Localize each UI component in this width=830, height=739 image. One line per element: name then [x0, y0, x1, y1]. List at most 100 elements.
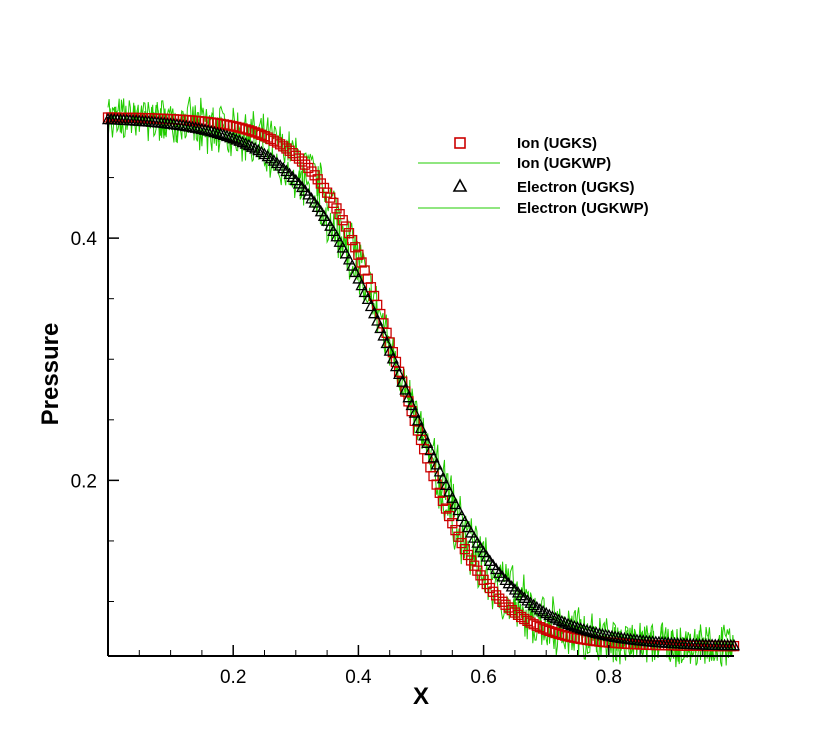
electron-ugks-point: [205, 124, 218, 137]
electron-ugks-point: [342, 252, 356, 265]
electron-ugks-point: [211, 126, 224, 139]
electron-ugks-point: [383, 344, 396, 356]
electron-ugks-point: [324, 219, 337, 231]
ion-ugks-point: [290, 150, 301, 161]
electron-ugks-point: [223, 130, 237, 143]
ion-ugks-point: [340, 221, 352, 232]
electron-ugks-point: [549, 611, 562, 624]
ion-ugks-point: [519, 613, 530, 625]
ion-ugks-point: [462, 549, 474, 561]
ion-ugks-point: [265, 133, 276, 145]
electron-ugks-point: [536, 604, 550, 617]
electron-ugks-point: [239, 137, 252, 149]
ion-ugks-point: [328, 197, 339, 209]
electron-ugks-point: [242, 138, 255, 151]
legend-label-ion-ugks: Ion (UGKS): [517, 135, 597, 152]
ion-ugks-point: [459, 544, 470, 555]
electron-ugks-point: [330, 229, 343, 242]
ion-ugks-point: [453, 531, 464, 542]
electron-ugks-point: [727, 638, 741, 651]
electron-ugks-point: [220, 129, 234, 142]
electron-ugks-point: [414, 421, 428, 434]
ion-ugks-point: [331, 203, 342, 214]
electron-ugks-point: [452, 503, 465, 516]
electron-ugks-point: [465, 526, 478, 538]
ion-ugks-point: [293, 153, 305, 164]
electron-ugks-point: [393, 367, 406, 380]
electron-ugks-point: [446, 491, 459, 503]
electron-ugks-point: [411, 413, 424, 426]
ion-ugks-point: [497, 596, 508, 607]
electron-ugks-point: [443, 484, 456, 497]
ion-ugks-point: [456, 537, 467, 549]
legend: Ion (UGKS) Ion (UGKWP) Electron (UGKS) E…: [418, 135, 649, 217]
series-markers-0: [102, 112, 740, 652]
electron-ugks-point: [596, 627, 609, 640]
electron-ugks-point: [249, 141, 262, 154]
electron-ugks-point: [252, 143, 265, 156]
electron-ugks-point: [577, 623, 590, 635]
electron-ugks-point: [336, 241, 349, 253]
electron-ugks-point: [333, 235, 346, 247]
ion-ugks-point: [296, 156, 308, 167]
electron-ugks-point: [396, 375, 409, 387]
y-axis-title: Pressure: [37, 323, 64, 426]
electron-ugks-point: [458, 515, 471, 527]
electron-ugks-point: [364, 299, 377, 312]
electron-ugks-point: [571, 620, 584, 633]
electron-ugks-point: [433, 464, 446, 477]
electron-ugks-point: [355, 278, 368, 291]
electron-ugks-point: [555, 614, 568, 627]
electron-ugks-point: [339, 246, 352, 259]
electron-ugks-point: [402, 390, 415, 403]
electron-ugks-point: [562, 617, 575, 630]
electron-ugks-point: [540, 606, 553, 619]
electron-ugks-point: [468, 531, 481, 543]
electron-ugks-point: [389, 359, 403, 372]
electron-ugks-point: [374, 321, 387, 334]
ion-ugks-point: [303, 162, 314, 174]
electron-ugks-point: [352, 272, 365, 284]
legend-entry-ion-ugkwp: Ion (UGKWP): [418, 155, 611, 172]
electron-ugks-point: [227, 131, 240, 144]
axes-layer: 0.2 0.4 0.6 0.8 0.2 0.4 X Pressure: [37, 116, 734, 710]
electron-ugks-point: [533, 602, 547, 615]
ion-ugks-point: [484, 582, 496, 594]
electron-ugks-point: [380, 336, 393, 349]
electron-ugks-point: [202, 124, 215, 136]
electron-ugks-point: [349, 265, 362, 278]
electron-ugks-point: [377, 329, 390, 341]
ion-ugks-point: [490, 590, 502, 601]
electron-ugks-point: [543, 608, 556, 621]
electron-ugks-point: [418, 428, 431, 441]
electron-ugks-point: [233, 134, 246, 146]
electron-ugks-point: [321, 214, 334, 226]
y-tick-label: 0.4: [71, 229, 98, 250]
electron-ugks-point: [361, 292, 374, 305]
ion-ugks-point: [334, 208, 345, 220]
electron-ugks-point: [217, 128, 230, 141]
series-line-3: [107, 99, 735, 666]
electron-ugks-point: [590, 626, 603, 639]
electron-ugks-point: [455, 509, 468, 522]
electron-ugks-point: [255, 145, 268, 158]
electron-ugks-point: [230, 133, 243, 145]
electron-ugks-point: [358, 285, 371, 298]
electron-ugks-point: [449, 497, 462, 510]
electron-ugks-point: [245, 140, 259, 152]
electron-ugks-point: [405, 398, 418, 411]
legend-entry-ion-ugks: Ion (UGKS): [454, 135, 597, 152]
x-tick-label: 0.6: [470, 667, 496, 688]
ion-ugks-point: [268, 135, 280, 146]
ion-ugks-point: [400, 386, 411, 397]
ion-ugks-point: [346, 234, 358, 246]
legend-entry-electron-ugkwp: Electron (UGKWP): [418, 200, 649, 217]
ion-ugks-point: [325, 192, 336, 203]
ion-ugks-point: [447, 518, 458, 529]
electron-ugks-point: [195, 122, 208, 135]
ion-ugks-point: [306, 166, 317, 177]
ion-ugks-point: [353, 249, 364, 260]
electron-ugks-point: [236, 135, 249, 148]
legend-marker-ion-ugks: [454, 137, 466, 149]
